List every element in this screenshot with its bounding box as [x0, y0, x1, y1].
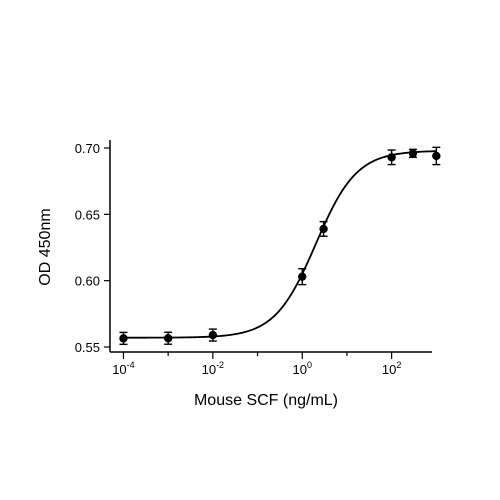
- axes: [109, 140, 432, 353]
- data-point: [432, 151, 441, 161]
- data-point: [387, 153, 396, 162]
- x-tick-label: 102: [382, 360, 401, 377]
- data-points: [119, 146, 441, 346]
- data-point: [208, 330, 218, 340]
- data-point-group: [208, 328, 218, 342]
- fit-curve: [123, 150, 437, 339]
- y-tick-label: 0.55: [75, 340, 100, 355]
- x-tick-base: 10: [382, 362, 396, 377]
- y-tick-label: 0.65: [75, 207, 100, 222]
- y-axis-title: OD 450nm: [37, 208, 54, 285]
- data-point-group: [163, 331, 173, 345]
- data-point: [298, 272, 307, 281]
- data-point-group: [387, 149, 396, 166]
- y-tick-label: 0.60: [75, 274, 100, 289]
- x-tick-exponent: 0: [307, 360, 312, 370]
- data-point-group: [319, 220, 328, 237]
- x-tick-base: 10: [202, 362, 216, 377]
- data-point: [319, 224, 328, 234]
- x-tick-exponent: -2: [216, 360, 224, 370]
- x-tick-label: 100: [292, 360, 311, 377]
- fit-curve-group: [123, 150, 437, 339]
- y-tick-label: 0.70: [75, 141, 100, 156]
- x-tick-label: 10-2: [202, 360, 224, 377]
- x-tick-base: 10: [292, 362, 306, 377]
- data-point-group: [119, 331, 128, 346]
- data-point-group: [298, 268, 307, 286]
- data-point-group: [432, 146, 441, 166]
- data-point: [408, 149, 418, 158]
- data-point: [163, 334, 173, 343]
- x-tick-label: 10-4: [112, 360, 134, 377]
- x-axis-title: Mouse SCF (ng/mL): [194, 392, 338, 409]
- x-tick-exponent: 2: [396, 360, 401, 370]
- x-tick-base: 10: [112, 362, 126, 377]
- x-tick-exponent: -4: [127, 360, 135, 370]
- data-point: [119, 334, 128, 343]
- data-point-group: [408, 148, 418, 158]
